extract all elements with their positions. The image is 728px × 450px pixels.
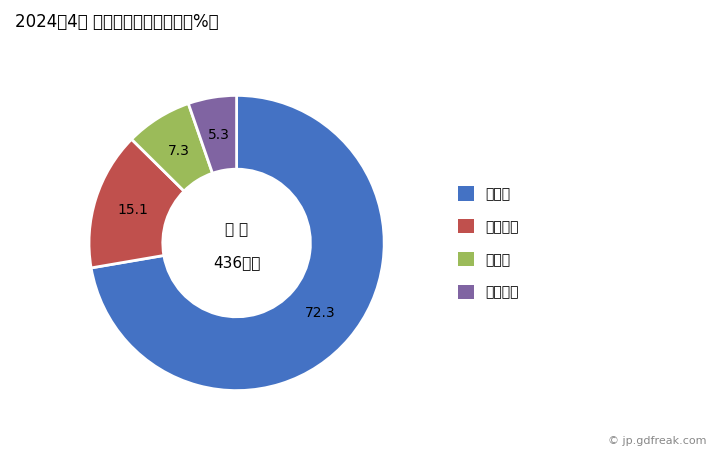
Text: 7.3: 7.3 [167,144,189,158]
Text: 2024年4月 輸出相手国のシェア（%）: 2024年4月 輸出相手国のシェア（%） [15,14,218,32]
Text: 総 額: 総 額 [225,222,248,237]
Wedge shape [189,95,237,173]
Wedge shape [89,140,184,268]
Wedge shape [132,104,213,191]
Wedge shape [91,95,384,391]
Text: 15.1: 15.1 [117,203,148,217]
Text: 5.3: 5.3 [207,128,229,142]
Text: 436万円: 436万円 [213,255,261,270]
Text: © jp.gdfreak.com: © jp.gdfreak.com [608,436,706,446]
Legend: ロシア, エジプト, チェコ, ギリシャ: ロシア, エジプト, チェコ, ギリシャ [458,186,519,300]
Text: 72.3: 72.3 [305,306,336,320]
